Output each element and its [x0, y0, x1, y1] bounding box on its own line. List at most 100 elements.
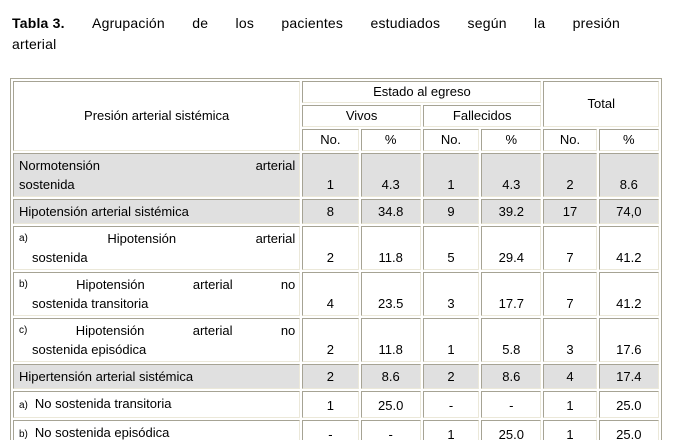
column-header-estado-al-egreso: Estado al egreso	[302, 81, 542, 103]
row-label-cell: a) Hipotensión arterial sostenida	[13, 226, 301, 270]
row-label-line: b) No sostenida episódica	[19, 423, 295, 440]
row-label-word: arterial	[192, 277, 233, 292]
value-cell: 39.2	[481, 199, 542, 224]
row-label-cell: b) No sostenida episódica	[13, 420, 301, 440]
row-label-word: Hipotensión	[76, 277, 145, 292]
value-cell: 7	[543, 226, 597, 270]
table-row: a) Hipotensión arterial sostenida 2 11.8 5 …	[13, 226, 659, 270]
row-label-cell: c) Hipotensión arterial no sostenida episódi…	[13, 318, 301, 362]
row-label-line: sostenida episódica	[32, 342, 147, 357]
value-cell: 11.8	[360, 318, 421, 362]
row-label-text: No sostenida episódica	[34, 425, 170, 440]
value-cell: 23.5	[360, 272, 421, 316]
value-cell: 1	[302, 153, 359, 197]
value-cell: 41.2	[598, 272, 659, 316]
row-label-cell: Hipotensión arterial sistémica	[13, 199, 301, 224]
table-row: Hipotensión arterial sistémica 8 34.8 9 …	[13, 199, 659, 224]
header-row-2: Vivos Fallecidos	[13, 105, 659, 127]
table-row: a) No sostenida transitoria 1 25.0 - - 1 …	[13, 391, 659, 418]
row-label-text: No sostenida transitoria	[34, 396, 172, 411]
caption-word: según	[467, 15, 507, 31]
column-header-total-pct: %	[598, 129, 659, 151]
row-label-cell: b) Hipotensión arterial no sostenida transit…	[13, 272, 301, 316]
value-cell: 9	[422, 199, 480, 224]
value-cell: 1	[543, 420, 597, 440]
column-header-pressure: Presión arterial sistémica	[13, 81, 301, 151]
row-label-word: Normotensión	[19, 158, 100, 173]
value-cell: 8.6	[598, 153, 659, 197]
value-cell: 11.8	[360, 226, 421, 270]
value-cell: -	[360, 420, 421, 440]
row-label-text: Hipotensión arterial sistémica	[19, 204, 189, 219]
value-cell: 1	[543, 391, 597, 418]
row-label-word: arterial	[255, 231, 296, 246]
value-cell: -	[302, 420, 359, 440]
value-cell: 2	[422, 364, 480, 389]
value-cell: 8.6	[481, 364, 542, 389]
value-cell: 3	[543, 318, 597, 362]
row-label-word: arterial	[192, 323, 233, 338]
value-cell: 25.0	[598, 391, 659, 418]
value-cell: 29.4	[481, 226, 542, 270]
value-cell: -	[422, 391, 480, 418]
caption-line-1: Tabla 3. Agrupación de los pacientes estudiad…	[12, 13, 620, 34]
blood-pressure-table: Presión arterial sistémica Estado al egr…	[10, 78, 662, 440]
column-header-vivos-no: No.	[302, 129, 359, 151]
row-label-line: c) Hipotensión arterial no	[19, 321, 295, 340]
value-cell: 25.0	[360, 391, 421, 418]
table-row: Hipertensión arterial sistémica 2 8.6 2 …	[13, 364, 659, 389]
value-cell: 1	[422, 153, 480, 197]
row-label-cell: Hipertensión arterial sistémica	[13, 364, 301, 389]
value-cell: 25.0	[481, 420, 542, 440]
value-cell: 8	[302, 199, 359, 224]
value-cell: 8.6	[360, 364, 421, 389]
table-caption: Tabla 3. Agrupación de los pacientes estudiad…	[12, 13, 620, 55]
column-header-total: Total	[543, 81, 659, 127]
row-prefix: b)	[19, 279, 28, 290]
row-prefix: b)	[19, 429, 28, 440]
header-row-3: No. % No. % No. %	[13, 129, 659, 151]
caption-word: pacientes	[281, 15, 344, 31]
table-row: b) No sostenida episódica - - 1 25.0 1 25…	[13, 420, 659, 440]
row-label-line: Hipertensión arterial sistémica	[19, 367, 295, 386]
value-cell: 4	[543, 364, 597, 389]
row-prefix: a)	[19, 233, 28, 244]
column-header-vivos-pct: %	[360, 129, 421, 151]
caption-word: Agrupación	[92, 15, 165, 31]
value-cell: 5	[422, 226, 480, 270]
row-label-line: a) No sostenida transitoria	[19, 394, 295, 415]
row-prefix: a)	[19, 400, 28, 411]
row-label-cell: Normotensión arterial sostenida	[13, 153, 301, 197]
value-cell: 2	[302, 364, 359, 389]
row-label-word: no	[280, 277, 296, 292]
caption-word: los	[235, 15, 255, 31]
column-header-fallecidos-pct: %	[481, 129, 542, 151]
value-cell: 74,0	[598, 199, 659, 224]
value-cell: -	[481, 391, 542, 418]
column-header-fallecidos: Fallecidos	[422, 105, 542, 127]
row-label-word: arterial	[255, 158, 296, 173]
caption-word: estudiados	[370, 15, 441, 31]
header-row-1: Presión arterial sistémica Estado al egr…	[13, 81, 659, 151]
value-cell: 4.3	[360, 153, 421, 197]
value-cell: 41.2	[598, 226, 659, 270]
value-cell: 7	[543, 272, 597, 316]
caption-line-2: arterial	[12, 36, 57, 52]
row-label-word: Hipotensión	[107, 231, 177, 246]
row-label-line: Normotensión arterial	[19, 156, 295, 175]
row-label-line: a) Hipotensión arterial	[19, 229, 295, 248]
value-cell: 17	[543, 199, 597, 224]
column-header-total-no: No.	[543, 129, 597, 151]
value-cell: 1	[302, 391, 359, 418]
caption-word: la	[534, 15, 546, 31]
row-label-word: no	[280, 323, 296, 338]
row-prefix: c)	[19, 325, 28, 336]
value-cell: 2	[302, 318, 359, 362]
row-label-text: Hipertensión arterial sistémica	[19, 369, 194, 384]
value-cell: 2	[543, 153, 597, 197]
column-header-vivos: Vivos	[302, 105, 421, 127]
row-label-word: Hipotensión	[75, 323, 145, 338]
column-header-fallecidos-no: No.	[422, 129, 480, 151]
caption-word: presión	[572, 15, 620, 31]
